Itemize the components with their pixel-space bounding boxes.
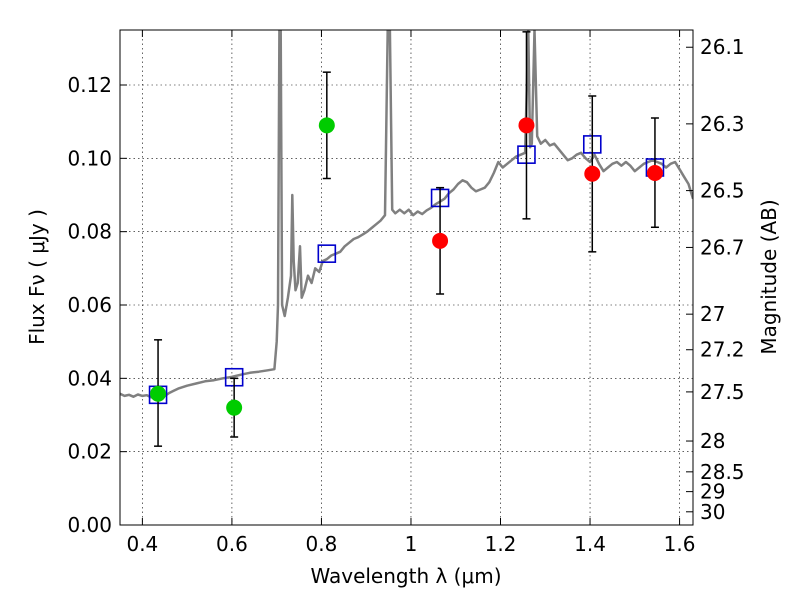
observed-point-marker: [150, 385, 167, 402]
mag-tick-label: 27.2: [700, 338, 745, 362]
mag-tick-label: 28: [700, 429, 725, 453]
model-square-marker: [317, 244, 337, 263]
x-tick-label: 0.4: [126, 532, 158, 556]
observed-point-marker: [226, 399, 243, 416]
observed-point-marker: [432, 232, 449, 249]
mag-tick-label: 28.5: [700, 460, 745, 484]
observed-point-marker: [584, 165, 601, 182]
x-tick-label: 0.6: [216, 532, 248, 556]
y-axis-right-label: Magnitude (AB): [757, 199, 781, 354]
x-tick-label: 0.8: [306, 532, 338, 556]
observed-point-marker: [518, 117, 535, 134]
mag-tick-label: 27.5: [700, 380, 745, 404]
y-tick-label: 0.12: [67, 73, 112, 97]
observed-point-marker: [646, 165, 663, 181]
y-tick-label: 0.00: [67, 513, 112, 537]
grid: [120, 30, 693, 526]
x-tick-label: 1.6: [664, 532, 696, 556]
x-tick-label: 1.2: [485, 532, 517, 556]
mag-tick-label: 30: [700, 500, 725, 524]
sed-line: [120, 30, 693, 399]
mag-tick-label: 26.5: [700, 179, 745, 203]
ticks: 0.4 0.6 0.8 1 1.2 1.4 1.6 0.00 0.02 0.04 0.06 0.08 0…: [67, 30, 745, 556]
x-axis-label: Wavelength λ (μm): [310, 564, 501, 588]
mag-tick-label: 27: [700, 302, 725, 326]
y-tick-label: 0.06: [67, 293, 112, 317]
y-tick-label: 0.02: [67, 440, 112, 464]
plot-area: [120, 30, 693, 447]
x-tick-label: 1.4: [574, 532, 606, 556]
x-tick-label: 1: [405, 532, 418, 556]
y-tick-label: 0.10: [67, 146, 112, 170]
observed-point-marker: [318, 117, 335, 134]
y-tick-label: 0.08: [67, 220, 112, 244]
mag-tick-label: 29: [700, 480, 725, 504]
y-tick-label: 0.04: [67, 366, 112, 390]
mag-tick-label: 26.7: [700, 235, 745, 259]
mag-tick-label: 26.1: [700, 35, 745, 59]
y-axis-label: Flux Fν ( μJy ): [25, 209, 49, 345]
mag-tick-label: 26.3: [700, 112, 745, 136]
plot-frame: [119, 29, 694, 526]
